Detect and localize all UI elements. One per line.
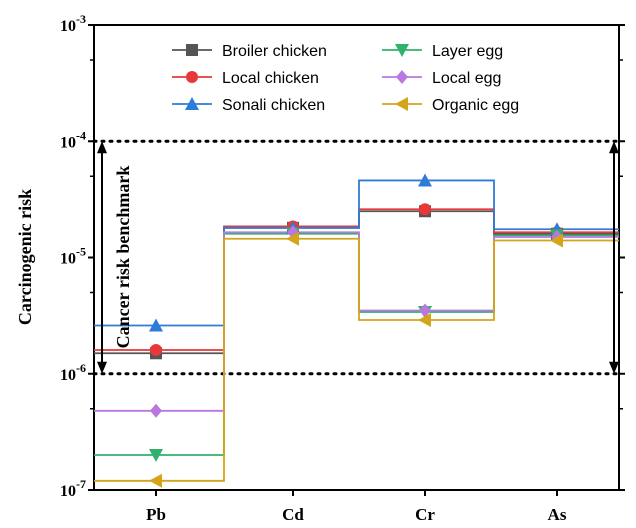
benchmark-label: Cancer risk benchmark: [113, 166, 133, 349]
benchmark-arrow-head-down: [609, 361, 619, 374]
legend-marker: [396, 70, 408, 84]
x-tick-label: Cr: [415, 505, 435, 524]
legend-label: Organic egg: [432, 97, 519, 114]
data-point: [149, 318, 163, 332]
legend-item: Sonali chicken: [172, 97, 325, 114]
data-point: [286, 231, 299, 246]
data-point: [418, 312, 431, 327]
y-tick-label: 10-7: [60, 477, 86, 500]
legend-label: Layer egg: [432, 43, 503, 60]
legend-item: Organic egg: [382, 97, 519, 114]
series-line: [94, 237, 619, 482]
benchmark-lines: [92, 139, 621, 376]
series-line: [94, 179, 619, 327]
legend-item: Broiler chicken: [172, 43, 327, 60]
data-point: [150, 403, 162, 418]
data-point: [150, 344, 162, 357]
series-line: [94, 208, 619, 351]
benchmark-arrow-head-up: [97, 141, 107, 154]
series-line: [94, 232, 619, 456]
x-tick-label: As: [548, 505, 567, 524]
legend-item: Layer egg: [382, 43, 503, 60]
legend-marker: [186, 44, 198, 56]
data-point: [149, 473, 162, 488]
series-layer: [94, 173, 619, 488]
y-tick-label: 10-5: [60, 245, 86, 268]
series-line: [94, 231, 619, 412]
plot-frame: [93, 24, 620, 491]
legend-marker: [395, 44, 409, 57]
x-axis-ticks: Pb Cd Cr As: [146, 490, 567, 524]
data-point: [550, 233, 563, 248]
data-point: [418, 173, 432, 187]
legend-label: Local egg: [432, 70, 501, 87]
legend-item: Local egg: [382, 70, 501, 87]
legend-label: Sonali chicken: [222, 97, 325, 114]
legend-marker: [185, 97, 199, 110]
x-tick-label: Pb: [146, 505, 166, 524]
data-point: [419, 203, 431, 216]
benchmark-arrows: [97, 141, 619, 374]
y-tick-label: 10-3: [60, 12, 86, 35]
legend-marker: [395, 97, 408, 111]
benchmark-arrow-head-down: [97, 361, 107, 374]
legend: Broiler chicken Layer egg Local chicken Loc…: [172, 43, 519, 114]
y-axis-ticks: 10-7 10-6 10-5 10-4 10-3: [60, 12, 625, 500]
y-tick-label: 10-4: [60, 128, 86, 151]
data-point: [149, 449, 163, 463]
legend-marker: [186, 71, 198, 83]
legend-label: Broiler chicken: [222, 43, 327, 60]
benchmark-arrow-head-up: [609, 141, 619, 154]
x-tick-label: Cd: [282, 505, 304, 524]
y-axis-title: Carcinogenic risk: [15, 189, 35, 325]
data-point: [419, 303, 431, 318]
legend-item: Local chicken: [172, 70, 319, 87]
y-tick-label: 10-6: [60, 361, 86, 384]
legend-label: Local chicken: [222, 70, 319, 87]
